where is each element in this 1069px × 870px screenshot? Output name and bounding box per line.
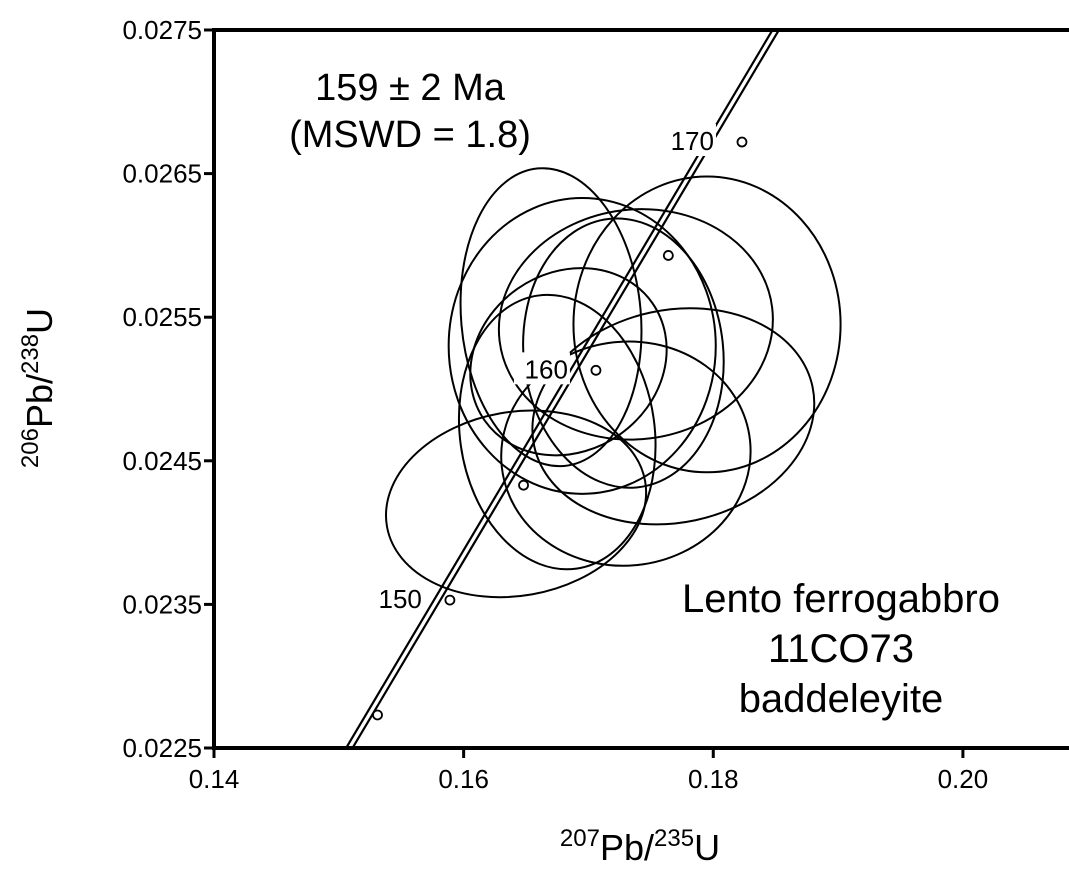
error-ellipse xyxy=(457,293,657,571)
age-marker-point xyxy=(590,364,602,376)
sample-name-label: Lento ferrogabbro xyxy=(682,577,1000,621)
mswd-annotation: (MSWD = 1.8) xyxy=(289,114,531,156)
x-axis-title: 207Pb/235U xyxy=(560,825,720,865)
age-marker-point xyxy=(662,250,674,261)
mineral-label: baddeleyite xyxy=(739,677,944,721)
y-tick-label: 0.0235 xyxy=(122,589,202,619)
error-ellipse xyxy=(531,307,816,526)
age-label-background xyxy=(513,352,570,385)
error-ellipse xyxy=(385,409,648,599)
age-result-annotation: 159 ± 2 Ma xyxy=(315,67,506,109)
age-marker-point xyxy=(444,594,456,606)
y-tick-label: 0.0255 xyxy=(122,302,202,332)
age-label-background xyxy=(367,582,424,615)
y-tick-label: 0.0245 xyxy=(122,446,202,476)
y-axis-title: 206Pb/238U xyxy=(17,308,60,468)
age-markers: 150 160 170 xyxy=(367,124,748,721)
error-ellipse xyxy=(497,208,774,441)
axis-ticks: 0.14 0.16 0.18 0.20 0.0275 0.0265 0.0255 0.0245… xyxy=(122,15,988,794)
y-tick-label: 0.0275 xyxy=(122,15,202,45)
age-marker-label: 150 xyxy=(379,584,422,614)
x-tick-label: 0.14 xyxy=(189,764,240,794)
y-tick-label: 0.0265 xyxy=(122,159,202,189)
y-tick-label: 0.0225 xyxy=(122,733,202,763)
error-ellipse xyxy=(447,197,717,495)
x-tick-label: 0.18 xyxy=(688,764,739,794)
age-marker-point xyxy=(372,709,383,721)
sample-id-label: 11CO73 xyxy=(768,627,914,671)
error-ellipses xyxy=(385,167,842,599)
error-ellipse xyxy=(459,167,643,468)
x-tick-label: 0.20 xyxy=(938,764,989,794)
age-marker-point xyxy=(518,479,529,491)
error-ellipse xyxy=(500,340,752,567)
age-marker-label: 170 xyxy=(671,126,714,156)
x-tick-label: 0.16 xyxy=(438,764,489,794)
error-ellipse xyxy=(572,175,842,474)
age-marker-point xyxy=(736,136,748,148)
age-marker-label: 160 xyxy=(525,354,568,384)
age-label-background xyxy=(659,124,716,157)
error-ellipse xyxy=(469,267,668,457)
